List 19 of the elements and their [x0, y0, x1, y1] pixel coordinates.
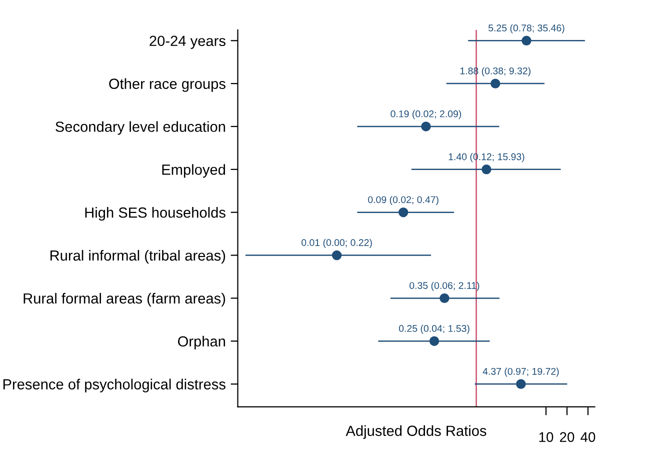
y-tick-label: Rural formal areas (farm areas): [24, 292, 226, 306]
y-tick-label: 20-24 years: [150, 36, 226, 49]
data-label: 4.37 (0.97; 19.72): [482, 368, 559, 377]
data-label: 0.25 (0.04; 1.53): [398, 324, 470, 334]
y-tick-label: Orphan: [178, 336, 226, 350]
y-tick-label: High SES households: [85, 207, 226, 221]
y-tick-label: Rural informal (tribal areas): [50, 250, 226, 264]
x-tick-label: 10: [539, 432, 554, 442]
y-tick-label: Presence of psychological distress: [3, 378, 226, 392]
data-label: 0.19 (0.02; 2.09): [390, 110, 462, 120]
data-label: 0.09 (0.02; 0.47): [368, 196, 438, 206]
x-tick-label: 40: [580, 432, 596, 442]
y-tick-label: Secondary level education: [56, 121, 226, 135]
x-axis-title: Adjusted Odds Ratios: [346, 425, 486, 439]
y-tick-label: Other race groups: [109, 78, 226, 92]
y-tick-label: Employed: [162, 164, 226, 178]
data-label: 5.25 (0.78; 35.46): [488, 24, 564, 34]
x-tick-label: 20: [560, 432, 574, 442]
data-label: 0.01 (0.00; 0.22): [302, 238, 372, 248]
